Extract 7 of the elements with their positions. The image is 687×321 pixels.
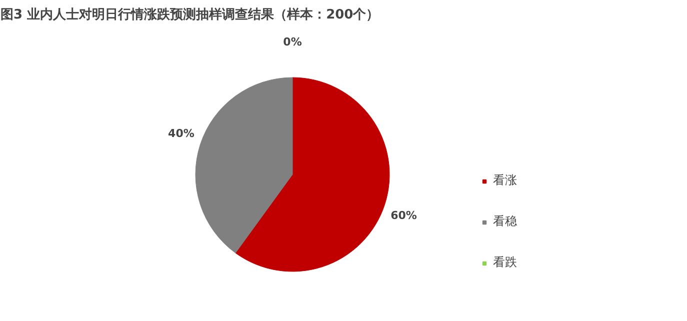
data-label: 60% [390,208,417,222]
chart-title: 图3 业内人士对明日行情涨跌预测抽样调查结果（样本：200个） [0,8,380,22]
text: 0% [283,36,302,49]
legend-label: 看稳 [493,213,517,230]
data-label: 40% [168,127,194,140]
legend-label: 看跌 [493,254,517,271]
legend-label: 看涨 [493,172,517,189]
